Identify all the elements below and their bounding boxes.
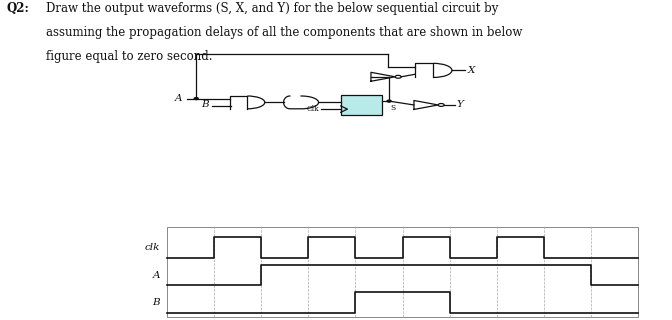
- Text: Clk: Clk: [306, 105, 319, 113]
- Text: Y: Y: [457, 100, 464, 109]
- Circle shape: [387, 100, 391, 102]
- Circle shape: [194, 98, 198, 100]
- Text: Q2:: Q2:: [7, 2, 30, 15]
- Text: X: X: [468, 66, 475, 75]
- Text: B: B: [201, 100, 208, 109]
- Text: A: A: [175, 94, 183, 103]
- Text: D  Q: D Q: [349, 97, 366, 105]
- Text: Draw the output waveforms (S, X, and Y) for the below sequential circuit by: Draw the output waveforms (S, X, and Y) …: [46, 2, 498, 15]
- Text: assuming the propagation delays of all the components that are shown in below: assuming the propagation delays of all t…: [46, 26, 522, 39]
- Text: S: S: [390, 103, 396, 111]
- Text: B: B: [153, 298, 160, 307]
- Text: figure equal to zero second.: figure equal to zero second.: [46, 50, 212, 63]
- Text: A: A: [153, 270, 160, 280]
- Bar: [167, 227, 638, 317]
- Bar: [341, 95, 382, 115]
- Text: S: S: [370, 102, 375, 110]
- Text: clk: clk: [144, 243, 160, 252]
